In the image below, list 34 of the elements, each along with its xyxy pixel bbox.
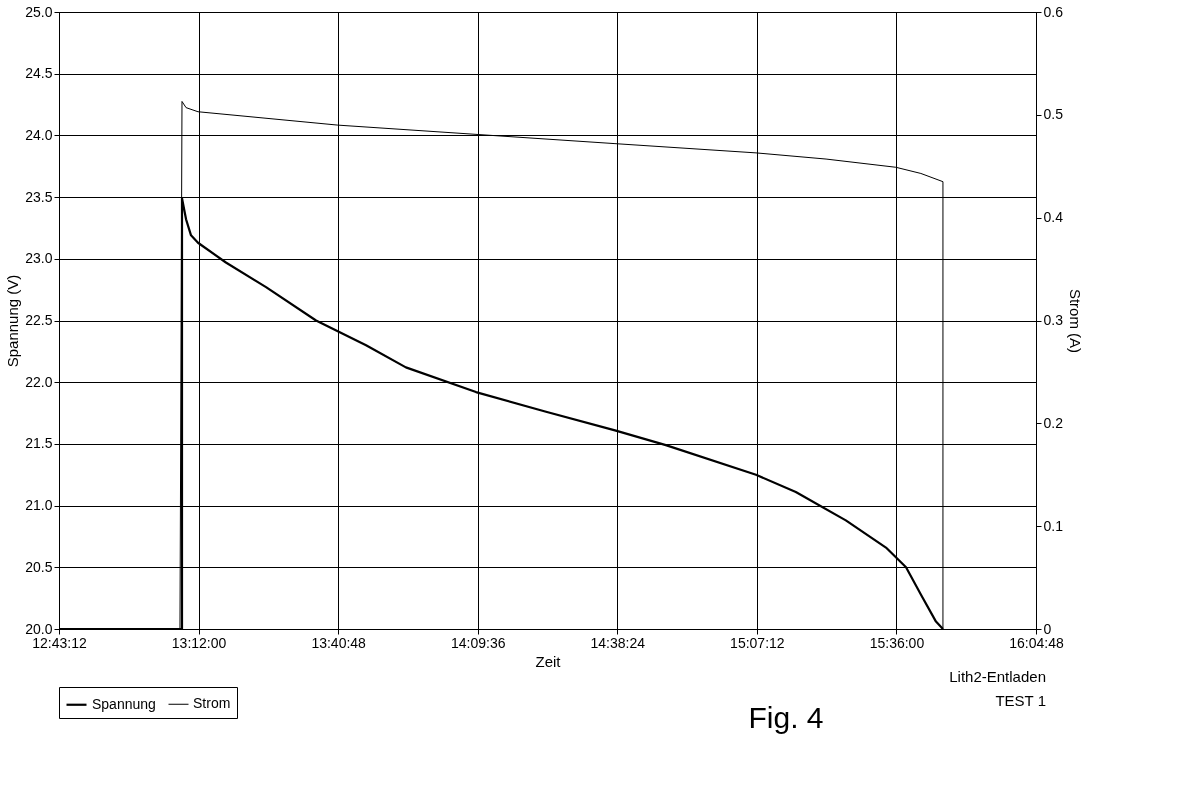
y2-tick-label: 0.5: [1043, 106, 1064, 123]
y-tick-label: 21.5: [25, 435, 53, 452]
y-tick-label: 23.5: [25, 188, 53, 205]
y2-tick-label: 0.2: [1043, 414, 1064, 431]
y-tick-label: 22.0: [25, 373, 53, 390]
x-tick-label: 13:12:00: [171, 634, 227, 651]
x-tick-label: 14:09:36: [450, 634, 506, 651]
y2-tick-label: 0.4: [1043, 209, 1064, 226]
y2-tick-label: 0.6: [1043, 3, 1064, 20]
y-tick-label: 22.5: [25, 312, 53, 328]
y-tick-label: 25.0: [25, 3, 53, 20]
legend-label: Spannung: [92, 695, 156, 712]
y-tick-label: 20.0: [25, 620, 53, 637]
y-axis-title: Spannung (V): [4, 274, 22, 368]
y-tick-label: 23.0: [25, 250, 53, 267]
y2-tick-label: 0: [1043, 620, 1052, 637]
x-tick-label: 14:38:24: [590, 634, 646, 651]
y2-tick-label: 0.3: [1043, 312, 1064, 328]
y-tick-label: 21.0: [25, 497, 53, 514]
x-tick-label: 16:04:48: [1009, 634, 1064, 651]
x-tick-label: 12:43:12: [32, 634, 87, 651]
y2-tick-label: 0.1: [1043, 517, 1064, 534]
y-tick-label: 24.0: [25, 126, 53, 143]
y2-axis-title: Strom (A): [1066, 288, 1084, 354]
x-tick-label: 15:36:00: [869, 634, 925, 651]
x-tick-label: 15:07:12: [730, 634, 785, 651]
x-axis-title: Zeit: [535, 652, 562, 670]
y-tick-label: 24.5: [25, 65, 53, 82]
text: Lith2-Entladen: [949, 668, 1046, 685]
text: TEST 1: [995, 692, 1046, 709]
legend-label: Strom: [193, 695, 231, 712]
y-tick-label: 20.5: [25, 558, 53, 575]
x-tick-label: 13:40:48: [311, 634, 367, 651]
caption: Fig. 4: [748, 701, 824, 734]
